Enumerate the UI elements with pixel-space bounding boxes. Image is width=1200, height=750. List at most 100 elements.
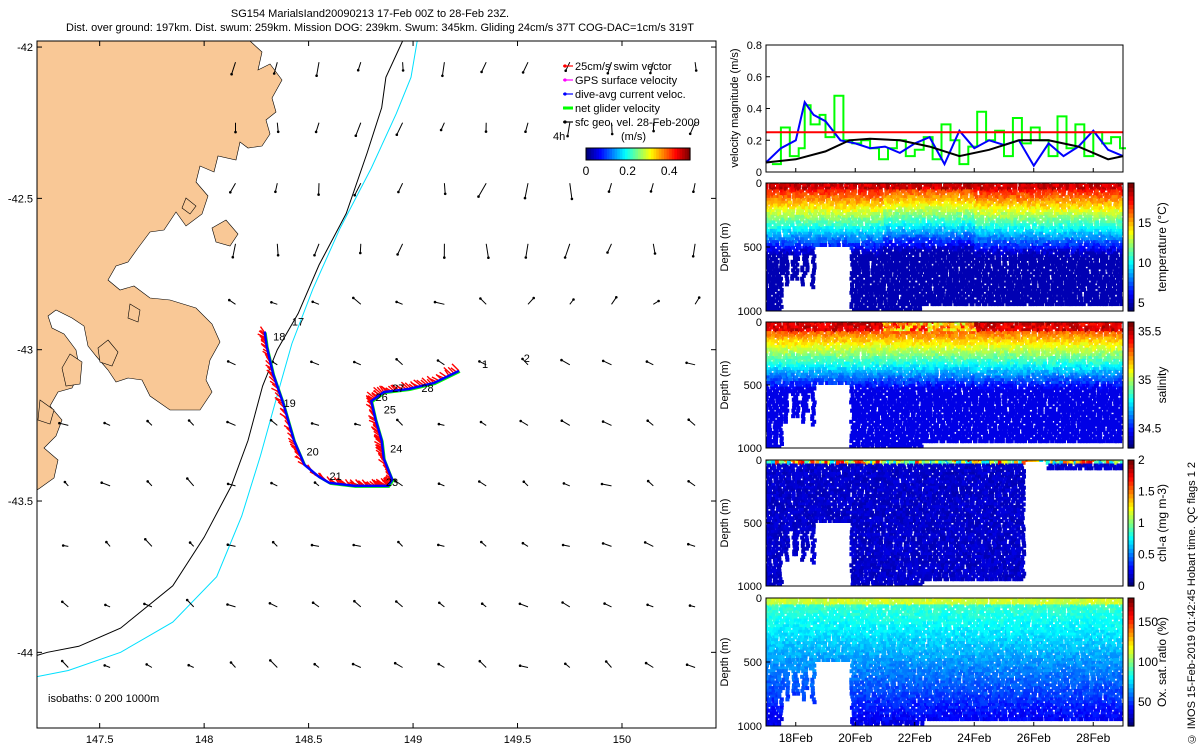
profile-dot — [960, 259, 965, 264]
profile-dot — [1085, 186, 1090, 191]
profile-dot — [897, 273, 902, 278]
profile-dot — [779, 304, 784, 309]
profile-dot — [829, 240, 834, 245]
profile-dot — [869, 203, 874, 208]
geo-arrow-shaft — [227, 360, 236, 366]
profile-dot — [986, 265, 991, 270]
profile-dot — [883, 214, 888, 219]
geo-arrow-shaft — [434, 301, 445, 305]
profile-dot — [1087, 302, 1092, 307]
profile-dot — [821, 197, 825, 202]
profile-dot — [1065, 183, 1070, 188]
profile-dot — [781, 217, 786, 222]
profile-dot — [923, 257, 928, 261]
profile-dot — [1017, 299, 1022, 304]
profile-dot — [869, 276, 874, 281]
profile-dot — [810, 248, 815, 253]
profile-dot — [984, 206, 989, 211]
profile-dot — [1030, 195, 1035, 200]
profile-dot — [1013, 212, 1018, 216]
profile-dot — [1033, 285, 1038, 290]
profile-dot — [952, 299, 957, 304]
profile-dot — [1056, 279, 1061, 284]
profile-dot — [766, 276, 771, 281]
profile-dot — [1106, 243, 1111, 247]
profile-dot — [860, 279, 864, 284]
profile-dot — [941, 197, 946, 202]
profile-dot — [922, 288, 927, 292]
profile-dot — [849, 304, 854, 309]
profile-dot — [1079, 186, 1084, 191]
profile-dot — [891, 226, 896, 231]
profile-dot — [1027, 299, 1032, 304]
profile-dot — [843, 195, 848, 200]
profile-dot — [971, 220, 976, 225]
profile-dot — [796, 189, 801, 194]
profile-dot — [971, 197, 976, 202]
profile-dot — [964, 226, 969, 231]
profile-dot — [999, 245, 1004, 250]
profile-dot — [1011, 243, 1016, 247]
profile-dot — [894, 217, 899, 222]
profile-dot — [893, 183, 898, 188]
profile-dot — [1013, 265, 1018, 270]
profile-dot — [853, 189, 858, 194]
profile-dot — [932, 271, 937, 276]
profile-dot — [1032, 293, 1036, 298]
profile-dot — [885, 279, 890, 284]
profile-dot — [802, 183, 807, 188]
profile-dot — [898, 254, 903, 259]
profile-dot — [781, 262, 786, 267]
profile-dot — [854, 282, 859, 287]
profile-dot — [779, 290, 784, 295]
profile-dot — [766, 285, 769, 290]
profile-dot — [1001, 245, 1006, 250]
profile-dot — [940, 273, 945, 278]
profile-dot — [785, 271, 790, 276]
profile-dot — [1045, 228, 1050, 233]
profile-dot — [802, 245, 807, 250]
profile-dot — [865, 206, 870, 211]
profile-dot — [915, 262, 920, 267]
profile-dot — [795, 268, 800, 273]
profile-dot — [861, 299, 865, 304]
profile-dot — [926, 186, 931, 191]
profile-dot — [1029, 192, 1034, 197]
geo-arrow-head — [691, 254, 695, 258]
profile-dot — [1085, 271, 1090, 276]
profile-dot — [1079, 299, 1084, 304]
profile-dot — [983, 293, 988, 298]
profile-dot — [880, 200, 885, 205]
profile-dot — [816, 203, 821, 208]
profile-dot — [998, 197, 1003, 202]
velocity-ytick-label: 0.2 — [747, 135, 762, 147]
profile-dot — [775, 203, 779, 208]
profile-dot — [1098, 231, 1103, 236]
profile-dot — [823, 240, 828, 245]
profile-dot — [1000, 212, 1005, 216]
profile-dot — [827, 237, 832, 242]
profile-dot — [1023, 296, 1028, 301]
profile-dot — [1046, 217, 1051, 222]
profile-dot — [888, 271, 893, 276]
profile-dot — [869, 192, 873, 197]
profile-dot — [883, 307, 888, 311]
profile-dot — [1098, 237, 1103, 242]
profile-dot — [977, 290, 982, 295]
profile-dot — [1066, 271, 1070, 276]
profile-dot — [994, 259, 999, 264]
profile-dot — [866, 197, 870, 202]
profile-dot — [894, 209, 899, 214]
profile-dot — [1039, 195, 1044, 200]
geo-arrow-head — [229, 661, 233, 664]
geo-arrow-shaft — [186, 478, 195, 487]
profile-dot — [990, 226, 994, 231]
profile-dot — [1001, 273, 1006, 278]
profile-dot — [857, 209, 862, 214]
profile-dot — [814, 231, 818, 236]
profile-dot — [1081, 271, 1085, 276]
profile-dot — [839, 189, 844, 194]
profile-dot — [849, 226, 854, 231]
profile-dot — [810, 273, 815, 278]
